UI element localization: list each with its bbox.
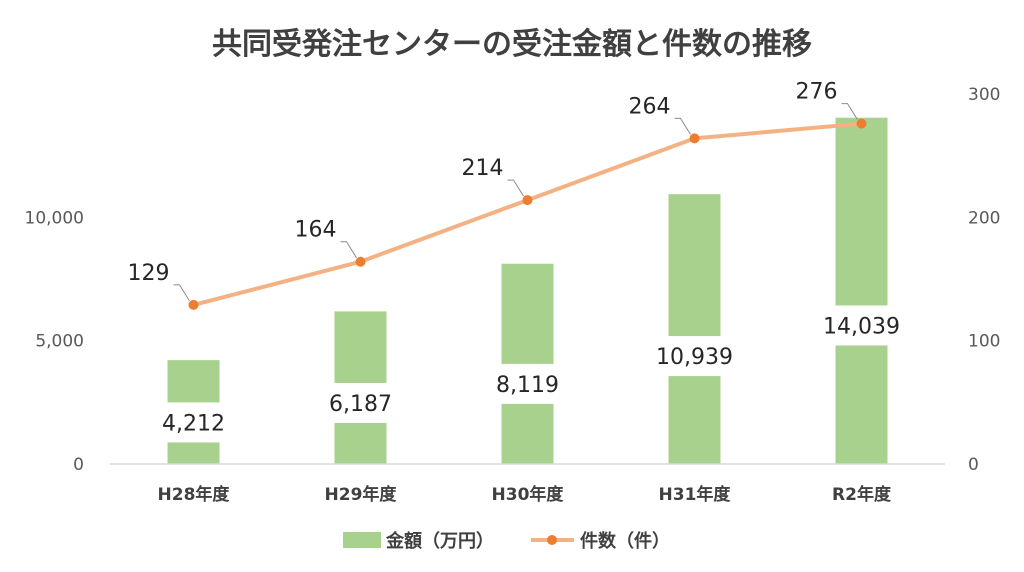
category-label: H29年度 [325, 484, 398, 505]
legend: 金額（万円） 件数（件） [343, 530, 670, 552]
category-label: H30年度 [492, 484, 565, 505]
bar-data-label: 14,039 [823, 314, 900, 339]
bar-data-labels: 4,212 6,187 8,119 10,939 14,039 [155, 305, 907, 443]
bar [835, 117, 888, 465]
line-marker [188, 299, 199, 310]
category-label: H31年度 [659, 484, 732, 505]
leader-line [340, 241, 357, 258]
category-labels: H28年度 H29年度 H30年度 H31年度 R2年度 [158, 484, 892, 505]
right-tick-label: 300 [968, 85, 1000, 105]
bar-series [167, 117, 888, 465]
bar-data-label: 8,119 [496, 373, 559, 398]
bar-data-label: 6,187 [329, 392, 392, 417]
line-marker [689, 133, 700, 144]
bar-data-label-bg [489, 363, 566, 404]
line-marker [522, 195, 533, 206]
bar-data-label-bg [322, 382, 399, 423]
right-axis-ticks: 0 100 200 300 [968, 85, 1000, 475]
line-marker [856, 118, 867, 129]
right-tick-label: 100 [968, 332, 1000, 352]
line-data-label: 164 [295, 218, 337, 243]
category-label: R2年度 [832, 484, 892, 505]
leader-line [841, 103, 858, 120]
right-tick-label: 200 [968, 208, 1000, 228]
bar-data-label: 4,212 [162, 411, 225, 436]
left-tick-label: 5,000 [35, 332, 84, 352]
chart-title: 共同受発注センターの受注金額と件数の推移 [212, 27, 812, 62]
legend-swatch-bar [343, 532, 381, 548]
bar-data-label: 10,939 [656, 345, 733, 370]
category-label: H28年度 [158, 484, 231, 505]
bar-data-label-bg [155, 402, 232, 443]
left-tick-label: 0 [73, 455, 84, 475]
legend-swatch-marker [547, 535, 557, 545]
bar-data-label-bg [816, 305, 907, 346]
line-data-label: 276 [796, 80, 838, 105]
leader-line [674, 117, 691, 135]
left-axis-ticks: 0 5,000 10,000 [25, 208, 84, 475]
right-tick-label: 0 [968, 455, 979, 475]
legend-label-bar: 金額（万円） [385, 530, 494, 552]
line-data-labels: 129 164 214 264 276 [128, 80, 858, 302]
leader-line [507, 179, 524, 197]
legend-label-line: 件数（件） [580, 530, 670, 552]
bar [668, 194, 721, 464]
bar [501, 263, 554, 464]
left-tick-label: 10,000 [25, 208, 84, 228]
line-data-label: 214 [462, 156, 504, 181]
line-series [188, 118, 867, 310]
bar-data-label-bg [649, 336, 740, 377]
line-data-label: 129 [128, 261, 170, 286]
line-marker [355, 256, 366, 267]
leader-line [173, 284, 190, 302]
line-data-label: 264 [629, 94, 671, 119]
